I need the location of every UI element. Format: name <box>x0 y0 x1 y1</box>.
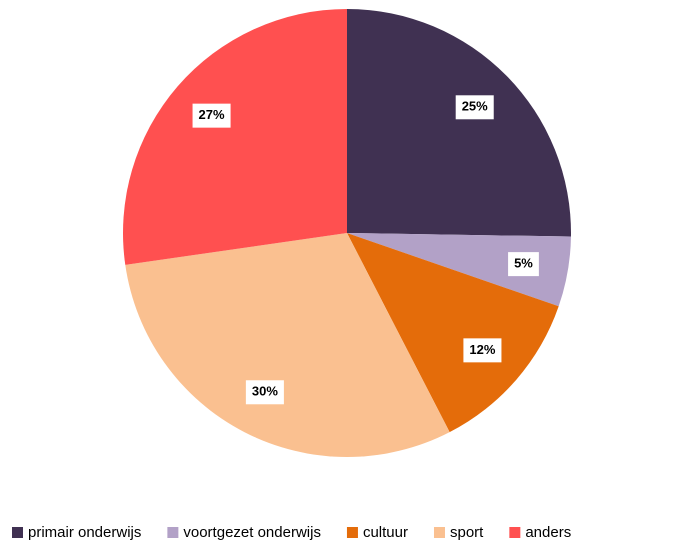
pie-slice <box>347 233 571 307</box>
legend-label: anders <box>525 524 571 541</box>
legend-item: cultuur <box>346 524 408 541</box>
value-label: 27% <box>192 103 231 128</box>
legend-swatch <box>167 527 179 538</box>
value-label-box <box>463 338 502 363</box>
legend-item: voortgezet onderwijs <box>167 524 321 541</box>
value-label-text: 30% <box>252 384 278 399</box>
legend-item: sport <box>433 524 484 541</box>
legend-swatch <box>509 527 521 538</box>
pie-slice <box>347 9 571 237</box>
value-label: 5% <box>508 252 539 277</box>
value-label: 12% <box>463 338 502 363</box>
value-label-text: 27% <box>199 107 225 122</box>
pie-slice <box>125 233 450 458</box>
value-label-box <box>245 380 284 405</box>
value-label-text: 12% <box>469 342 495 357</box>
legend-swatch <box>12 527 23 538</box>
legend-swatch <box>346 527 358 538</box>
legend-swatch <box>433 527 445 538</box>
value-label-text: 5% <box>514 256 533 271</box>
value-label-text: 25% <box>462 99 488 114</box>
legend-label: sport <box>450 524 484 541</box>
legend-item: anders <box>509 524 571 541</box>
value-label-box <box>455 95 494 120</box>
value-label-box <box>508 252 539 277</box>
value-label: 25% <box>455 95 494 120</box>
legend-label: primair onderwijs <box>28 524 141 541</box>
value-label: 30% <box>245 380 284 405</box>
pie-slice <box>123 9 347 265</box>
legend-item: primair onderwijs <box>12 524 141 541</box>
legend-label: voortgezet onderwijs <box>183 524 321 541</box>
legend-label: cultuur <box>363 524 408 541</box>
pie-slice <box>347 233 559 433</box>
value-label-box <box>192 103 231 128</box>
